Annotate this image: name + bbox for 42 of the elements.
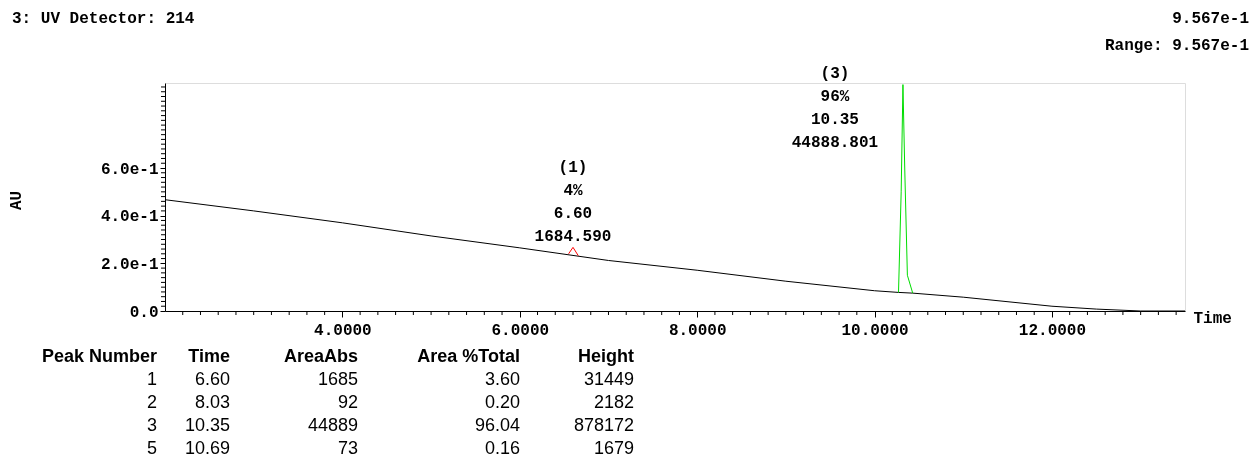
- x-tick-label: 12.0000: [1018, 321, 1087, 340]
- text: 5: [146, 438, 157, 458]
- annotation: (1) 4% 6.60 1684.590: [534, 159, 612, 247]
- text: Area %Total: [417, 346, 520, 366]
- text: 1685: [317, 369, 358, 389]
- text: 31449: [583, 369, 634, 389]
- text: 10.35: [184, 415, 230, 435]
- y-tick-label: 2.0e-1: [100, 255, 159, 274]
- text: 8.03: [194, 392, 230, 412]
- text: Height: [578, 346, 634, 366]
- annotation: (3) 96% 10.35 44888.801: [791, 64, 879, 152]
- text: 9.567e-1: [1172, 10, 1249, 28]
- x-tick-label: 6.0000: [491, 321, 550, 340]
- text: 0.20: [484, 392, 520, 412]
- text: 96.04: [474, 415, 520, 435]
- x-tick-label: 4.0000: [314, 321, 372, 340]
- text: Peak Number: [41, 346, 157, 366]
- text: 10.69: [184, 438, 230, 458]
- text: Range: 9.567e-1: [1104, 37, 1249, 55]
- text: 1679: [593, 438, 634, 458]
- y-tick-label: 0.0: [129, 303, 159, 322]
- x-tick-label: 10.0000: [841, 321, 909, 340]
- text: 1: [146, 369, 157, 389]
- x-tick-label: 8.0000: [668, 321, 727, 340]
- y-axis-title: AU: [7, 190, 26, 211]
- text: 2182: [593, 392, 634, 412]
- text: 3.60: [484, 369, 520, 389]
- text: 3: [146, 415, 157, 435]
- text: 73: [337, 438, 358, 458]
- text: 44889: [307, 415, 358, 435]
- x-axis-title: Time: [1193, 309, 1232, 328]
- text: AreaAbs: [283, 346, 358, 366]
- text: 0.16: [484, 438, 520, 458]
- text: Time: [188, 346, 230, 366]
- line-series: [898, 84, 914, 294]
- text: 92: [337, 392, 358, 412]
- text: 878172: [573, 415, 634, 435]
- text: 2: [146, 392, 157, 412]
- y-tick-label: 6.0e-1: [100, 160, 159, 179]
- chart-title: 3: UV Detector: 214: [12, 10, 195, 28]
- y-tick-label: 4.0e-1: [100, 208, 159, 227]
- text: 6.60: [194, 369, 230, 389]
